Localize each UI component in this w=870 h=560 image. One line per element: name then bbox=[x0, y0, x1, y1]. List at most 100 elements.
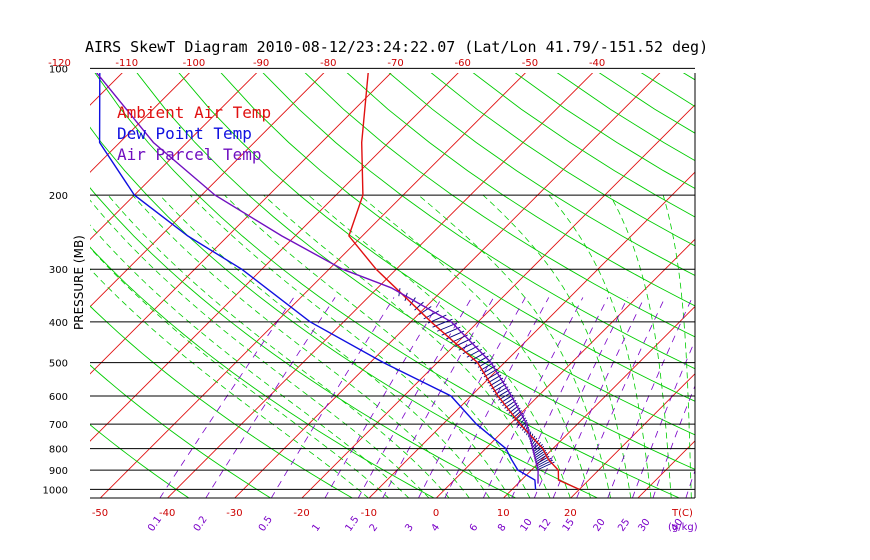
mixing-ratio-tick-label: 12 bbox=[537, 517, 553, 534]
dry-adiabat-line bbox=[262, 73, 695, 370]
top-temp-tick-label: -120 bbox=[48, 58, 71, 69]
isotherm-line bbox=[90, 73, 392, 375]
chart-legend: Ambient Air Temp Dew Point Temp Air Parcel… bbox=[117, 103, 271, 164]
dry-adiabat-line bbox=[90, 246, 435, 498]
legend-entry: Air Parcel Temp bbox=[117, 145, 262, 164]
mixing-ratio-line bbox=[631, 339, 695, 498]
moist-adiabat-line bbox=[90, 268, 370, 498]
pressure-tick-label: 600 bbox=[49, 392, 68, 403]
mixing-ratio-line bbox=[552, 297, 645, 498]
pressure-tick-label: 1000 bbox=[43, 485, 68, 496]
bottom-temp-tick-label: -30 bbox=[226, 508, 242, 519]
chart-title: AIRS SkewT Diagram 2010-08-12/23:24:22.0… bbox=[85, 38, 708, 56]
bottom-temp-tick-label: -50 bbox=[92, 508, 108, 519]
moist-adiabat-line bbox=[90, 224, 410, 498]
moist-adiabat-line bbox=[482, 194, 632, 498]
top-temperature-axis: -120 -110 -100 -90 -80 -70 -60 -50 -40 bbox=[48, 58, 605, 69]
top-temp-tick-label: -60 bbox=[455, 58, 471, 69]
cape-hatch-line bbox=[531, 441, 542, 451]
bottom-temp-unit: T(C) bbox=[671, 508, 693, 519]
dry-adiabat-line bbox=[388, 73, 695, 277]
mixing-ratio-line bbox=[685, 469, 695, 498]
sounding-profiles bbox=[95, 73, 580, 491]
legend-entry: Dew Point Temp bbox=[117, 124, 252, 143]
top-temp-tick-label: -110 bbox=[115, 58, 138, 69]
pressure-tick-label: 100 bbox=[49, 64, 68, 75]
mixing-ratio-unit: (g/kg) bbox=[668, 522, 698, 533]
mixing-ratio-tick-label: 10 bbox=[519, 517, 535, 534]
dry-adiabat-line bbox=[304, 73, 695, 338]
dry-adiabat-line bbox=[718, 68, 870, 498]
isotherm-line bbox=[839, 68, 870, 498]
isotherm-line bbox=[90, 73, 459, 442]
pressure-tick-label: 200 bbox=[49, 191, 68, 202]
isobar-lines bbox=[90, 67, 696, 499]
bottom-temp-tick-label: 0 bbox=[433, 508, 439, 519]
moist-adiabat-line bbox=[159, 194, 491, 498]
moist-adiabat-line bbox=[90, 247, 390, 498]
dry-adiabat-line bbox=[90, 305, 354, 498]
mixing-ratio-tick-label: 0.2 bbox=[192, 514, 210, 533]
bottom-temp-tick-label: 10 bbox=[497, 508, 510, 519]
legend-entry: Ambient Air Temp bbox=[117, 103, 271, 122]
dry-adiabat-line bbox=[682, 73, 695, 81]
top-temp-tick-label: -90 bbox=[253, 58, 269, 69]
moist-adiabat-line bbox=[90, 199, 430, 498]
mixing-ratio-tick-label: 20 bbox=[592, 517, 608, 534]
dry-adiabat-line bbox=[90, 424, 190, 498]
dry-adiabat-line bbox=[472, 73, 695, 218]
dry-adiabat-line bbox=[760, 68, 870, 498]
isotherm-line bbox=[99, 73, 526, 498]
mixing-ratio-tick-label: 30 bbox=[636, 517, 652, 534]
pressure-tick-label: 400 bbox=[49, 318, 68, 329]
top-temp-tick-label: -70 bbox=[387, 58, 403, 69]
dry-adiabat-line bbox=[346, 73, 695, 307]
cape-hatch-line bbox=[409, 297, 416, 306]
moist-adiabat-line bbox=[308, 194, 571, 498]
isotherm-line bbox=[90, 73, 258, 241]
dry-adiabat-line bbox=[430, 73, 695, 247]
dry-adiabat-line bbox=[90, 364, 272, 498]
pressure-tick-label: 900 bbox=[49, 466, 68, 477]
dry-adiabat-line bbox=[178, 73, 695, 436]
dry-adiabat-line bbox=[843, 68, 870, 498]
isotherm-line bbox=[90, 73, 123, 106]
dry-adiabat-line bbox=[220, 73, 695, 402]
isotherm-line bbox=[90, 73, 325, 308]
profile-line bbox=[95, 73, 539, 484]
top-temp-tick-label: -50 bbox=[522, 58, 538, 69]
top-temp-tick-label: -40 bbox=[589, 58, 605, 69]
mixing-ratio-line bbox=[324, 297, 443, 498]
pressure-tick-label: 300 bbox=[49, 265, 68, 276]
mixing-ratio-tick-label: 8 bbox=[496, 522, 509, 534]
bottom-temp-tick-label: 20 bbox=[564, 508, 577, 519]
isotherm-line bbox=[368, 171, 695, 498]
pressure-tick-label: 800 bbox=[49, 445, 68, 456]
mixing-ratio-tick-label: 15 bbox=[561, 517, 577, 534]
profile-line bbox=[98, 73, 537, 490]
bottom-temp-tick-label: -40 bbox=[159, 508, 175, 519]
pressure-tick-label: 500 bbox=[49, 359, 68, 370]
dry-adiabat-line bbox=[136, 73, 695, 470]
moist-adiabat-line bbox=[107, 194, 450, 498]
bottom-temp-tick-label: -20 bbox=[293, 508, 309, 519]
y-axis-label: PRESSURE (MB) bbox=[72, 235, 86, 330]
dry-adiabat-line bbox=[598, 73, 695, 134]
isotherm-line bbox=[502, 305, 695, 498]
isotherm-line bbox=[90, 73, 190, 173]
mixing-ratio-tick-label: 6 bbox=[468, 522, 481, 534]
moist-adiabat-line bbox=[662, 194, 692, 498]
pressure-tick-label: 700 bbox=[49, 420, 68, 431]
mixing-ratio-tick-label: 25 bbox=[616, 517, 632, 534]
moist-adiabat-line bbox=[189, 194, 511, 498]
isotherm-line bbox=[772, 68, 870, 498]
top-temp-tick-label: -100 bbox=[183, 58, 206, 69]
bottom-temperature-axis: -50 -40 -30 -20 -10 0 10 20 T(C) bbox=[92, 508, 693, 519]
moist-adiabat-line bbox=[224, 194, 531, 498]
mixing-ratio-tick-label: 1.5 bbox=[343, 514, 361, 533]
isotherm-line bbox=[0, 68, 60, 498]
moist-adiabat-line bbox=[132, 194, 470, 498]
mixing-ratio-tick-label: 4 bbox=[430, 522, 443, 534]
dry-adiabat-line bbox=[801, 68, 870, 498]
